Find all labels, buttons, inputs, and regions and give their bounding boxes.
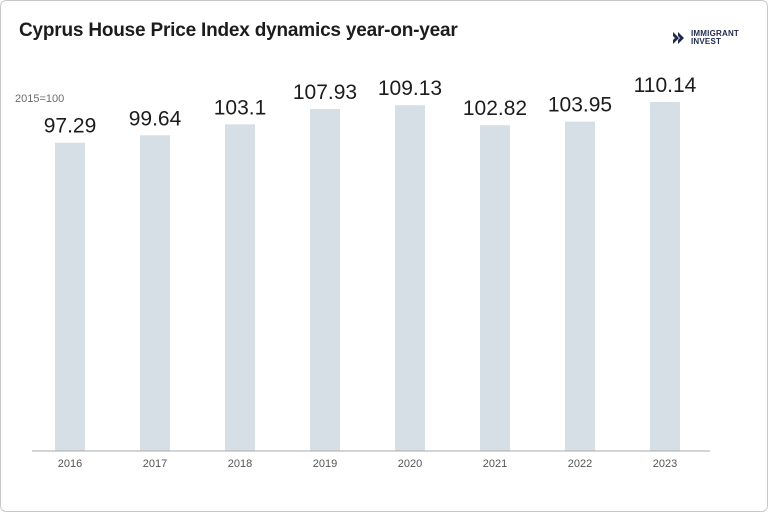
bar-2020 — [395, 105, 425, 451]
data-label-2019: 107.93 — [293, 81, 357, 104]
bar-2018 — [225, 124, 255, 451]
data-label-2017: 99.64 — [129, 107, 182, 130]
logo-line-2: INVEST — [691, 37, 722, 46]
logo-line-1: IMMIGRANT — [691, 29, 740, 38]
data-label-2023: 110.14 — [634, 74, 697, 97]
x-tick-2021: 2021 — [483, 458, 507, 470]
bar-2023 — [650, 102, 680, 451]
brand-logo: IMMIGRANT INVEST — [673, 30, 739, 46]
bar-2019 — [310, 109, 340, 452]
x-tick-2022: 2022 — [568, 458, 592, 470]
bar-2022 — [565, 121, 595, 451]
data-label-2016: 97.29 — [44, 115, 97, 138]
data-label-2022: 103.95 — [548, 94, 612, 117]
logo-chevron-icon — [673, 32, 684, 44]
x-tick-2017: 2017 — [143, 458, 167, 470]
chart-title: Cyprus House Price Index dynamics year-o… — [19, 20, 458, 41]
x-tick-2019: 2019 — [313, 458, 337, 470]
bar-2016 — [55, 142, 85, 452]
data-label-2020: 109.13 — [378, 77, 442, 100]
index-base-note: 2015=100 — [15, 93, 65, 105]
data-label-2018: 103.1 — [214, 96, 267, 119]
x-tick-2023: 2023 — [653, 458, 677, 470]
logo-wordmark: IMMIGRANT INVEST — [691, 30, 739, 46]
x-tick-2020: 2020 — [398, 458, 422, 470]
bar-2017 — [140, 135, 170, 451]
x-tick-2018: 2018 — [228, 458, 252, 470]
data-label-2021: 102.82 — [463, 97, 527, 120]
x-tick-2016: 2016 — [58, 458, 82, 470]
bar-2021 — [480, 125, 510, 452]
